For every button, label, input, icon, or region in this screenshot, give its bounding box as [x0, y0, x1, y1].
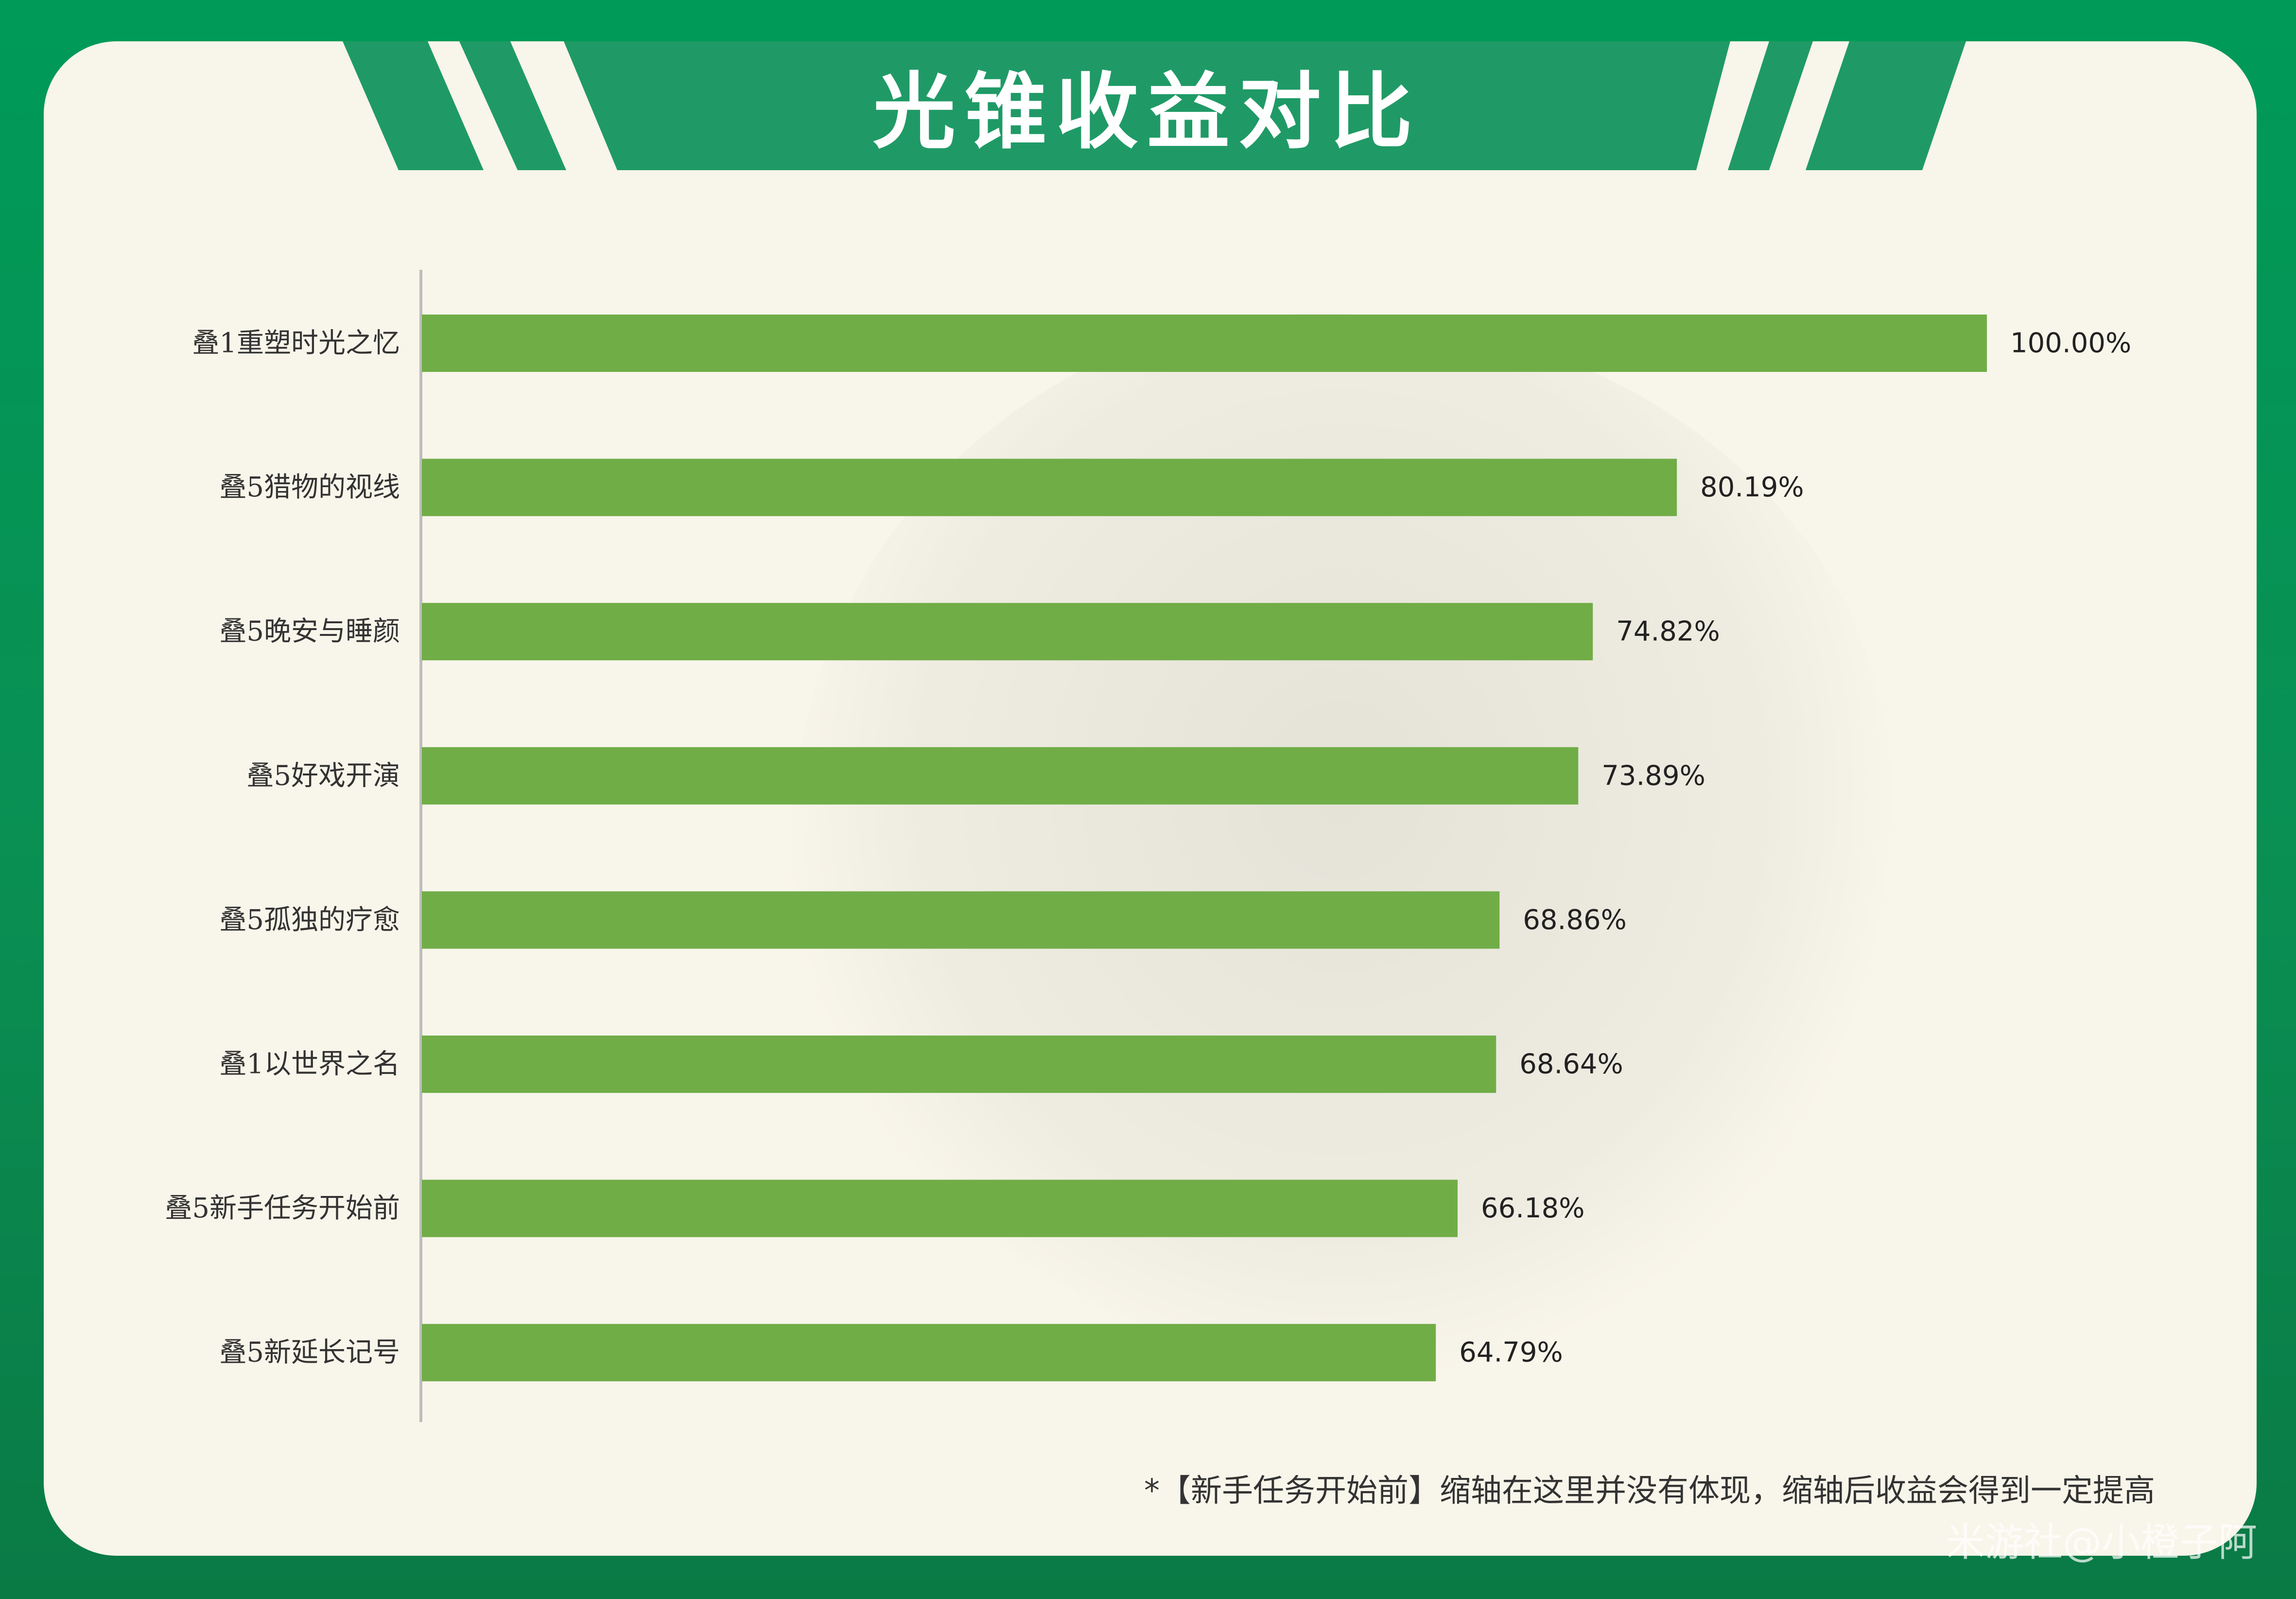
data-label: 66.18% — [1481, 1193, 1585, 1224]
watermark-credit: 米游社@小橙子阿 — [1946, 1520, 2257, 1565]
category-label: 叠5孤独的疗愈 — [219, 904, 400, 936]
bar — [422, 603, 1593, 661]
category-label: 叠5新延长记号 — [219, 1337, 400, 1369]
data-label: 68.64% — [1519, 1049, 1623, 1080]
data-label: 74.82% — [1616, 616, 1720, 648]
data-label: 100.00% — [2010, 328, 2131, 359]
bar — [422, 315, 1987, 372]
category-label: 叠5晚安与睡颜 — [219, 616, 400, 648]
bar — [422, 458, 1677, 516]
bar — [422, 1179, 1458, 1237]
category-label: 叠5猎物的视线 — [219, 472, 400, 503]
data-label: 80.19% — [1700, 472, 1804, 503]
footnote: *【新手任务开始前】缩轴在这里并没有体现，缩轴后收益会得到一定提高 — [1144, 1473, 2155, 1509]
category-label: 叠1以世界之名 — [219, 1049, 400, 1080]
bar — [422, 1324, 1436, 1382]
bar — [422, 1036, 1496, 1093]
page-title: 光锥收益对比 — [872, 63, 1421, 160]
bar — [422, 891, 1500, 949]
chart-card — [44, 41, 2257, 1556]
category-label: 叠1重塑时光之忆 — [192, 328, 400, 359]
category-label: 叠5好戏开演 — [246, 760, 400, 791]
category-label: 叠5新手任务开始前 — [165, 1193, 400, 1224]
title-banner — [343, 41, 1966, 170]
bar — [422, 747, 1579, 805]
data-label: 64.79% — [1459, 1337, 1563, 1369]
data-label: 73.89% — [1601, 760, 1705, 791]
data-label: 68.86% — [1523, 904, 1627, 936]
